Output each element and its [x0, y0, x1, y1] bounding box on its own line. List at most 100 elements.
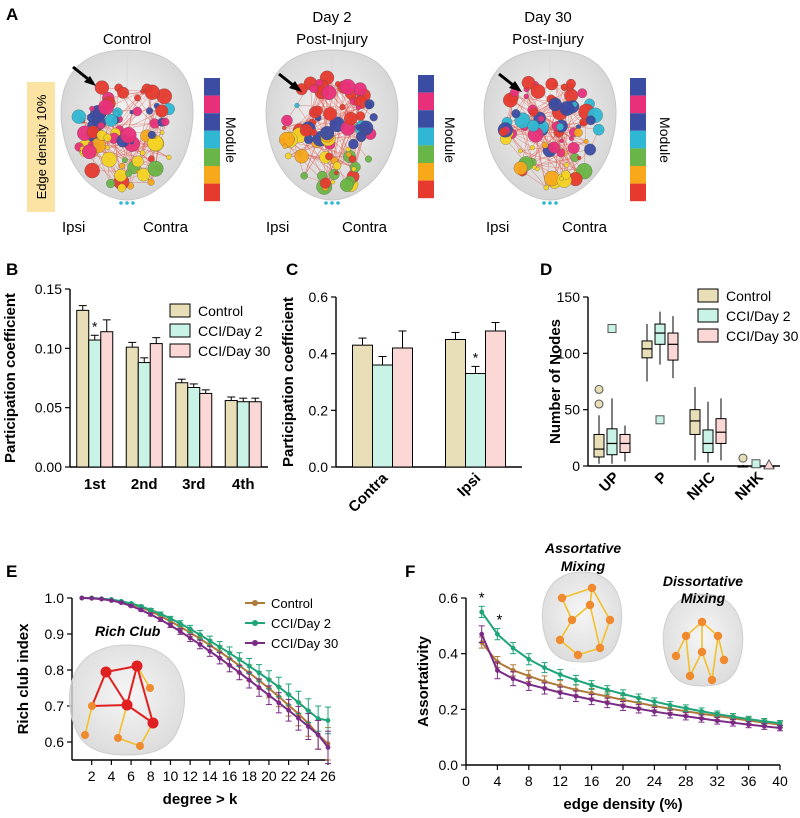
module-color-swatch: [630, 95, 646, 114]
panel-a-label: A: [6, 5, 18, 24]
network-node: [114, 734, 122, 742]
chart-e: 0.60.70.80.91.02 4 6 8 10 12 14 16 18 20 22 24 26deg…: [15, 590, 338, 808]
x-tick-label: 8: [147, 768, 155, 784]
y-tick-label: 0.4: [439, 646, 459, 662]
network-node: [147, 717, 159, 729]
legend-label: CCI/Day 2: [271, 616, 331, 631]
data-point: [227, 650, 232, 656]
significance-mark: *: [92, 318, 98, 334]
data-point: [730, 720, 736, 726]
outlier-point: [594, 384, 604, 394]
module-color-swatch: [630, 78, 646, 96]
x-tick-label: 10: [163, 768, 179, 784]
network-node: [148, 155, 155, 162]
data-point: [557, 672, 563, 677]
network-node: [557, 593, 567, 603]
data-point: [495, 631, 500, 637]
brain-network-day30: [483, 49, 617, 205]
contra-label: Contra: [562, 219, 608, 236]
x-tick-label: 0: [462, 773, 470, 789]
dissortative-label: Dissortative: [663, 573, 743, 589]
network-node: [583, 138, 589, 144]
network-node: [294, 149, 309, 164]
x-tick-label: 4th: [232, 476, 255, 493]
outlier-point: [763, 458, 775, 470]
network-node: [166, 154, 172, 160]
y-tick-label: 150: [557, 289, 581, 305]
data-point: [168, 616, 173, 621]
module-color-swatch: [204, 113, 220, 131]
y-tick-label: 0.4: [309, 346, 329, 362]
network-edge: [117, 704, 128, 739]
network-node: [333, 170, 339, 176]
data-point: [315, 732, 321, 738]
x-tick-label: UP: [596, 469, 623, 496]
network-node: [529, 107, 538, 117]
bar: [465, 373, 486, 468]
network-node: [567, 142, 580, 154]
ipsi-label: Ipsi: [62, 219, 85, 236]
network-node: [294, 102, 300, 108]
network-node: [332, 161, 342, 170]
network-node: [345, 151, 352, 158]
network-node: [131, 660, 143, 672]
data-point: [108, 598, 114, 603]
y-axis-title: Participation coefficient: [2, 293, 19, 463]
network-node: [697, 647, 707, 657]
y-tick-label: 50: [564, 402, 580, 418]
data-point: [699, 708, 704, 714]
network-node: [86, 113, 96, 123]
x-tick-label: 4: [107, 768, 115, 784]
network-node: [555, 635, 565, 645]
network-node: [585, 600, 595, 610]
data-point: [777, 725, 783, 731]
legend-label: Control: [726, 288, 771, 304]
network-node: [330, 179, 336, 185]
network-node: [147, 160, 164, 177]
bar: [485, 330, 506, 468]
network-node: [71, 109, 86, 124]
x-tick-label: 40: [772, 773, 788, 789]
x-tick-label: NHK: [732, 469, 767, 504]
arrow-icon: [72, 65, 96, 86]
network-node: [146, 684, 154, 692]
box: [689, 409, 701, 435]
network-edge: [561, 587, 593, 599]
contra-label: Contra: [342, 219, 388, 236]
module-colorbar: [630, 78, 646, 202]
data-point: [236, 657, 242, 662]
network-node: [160, 130, 165, 135]
edge-density-label: Edge density 10%: [34, 94, 49, 199]
legend-swatch: [252, 620, 258, 626]
network-node: [121, 157, 128, 164]
brain-network-control: [60, 49, 194, 205]
y-axis-title: Assortativity: [415, 635, 432, 727]
network-node: [104, 113, 118, 127]
data-point: [305, 724, 311, 729]
y-tick-label: 0.2: [439, 701, 459, 717]
data-point: [187, 626, 193, 632]
network-node: [365, 155, 372, 163]
x-tick-label: 22: [281, 768, 297, 784]
y-tick-label: 1.0: [45, 590, 65, 606]
data-point: [207, 648, 213, 654]
network-node: [320, 125, 335, 141]
network-node: [559, 138, 564, 144]
x-tick-label: 12: [552, 773, 568, 789]
data-point: [187, 635, 193, 641]
rich-club-edge: [126, 665, 138, 706]
data-point: [256, 685, 262, 691]
data-point: [636, 706, 642, 712]
x-tick-label: 2: [88, 768, 96, 784]
network-node: [351, 166, 357, 172]
legend-label: CCI/Day 30: [726, 328, 799, 344]
network-node: [573, 650, 583, 660]
panel-b-label: B: [6, 260, 18, 279]
data-point: [714, 718, 720, 724]
ipsi-label: Ipsi: [486, 219, 509, 236]
network-node: [521, 75, 536, 90]
rich-club-edge: [91, 671, 107, 707]
network-node: [132, 155, 144, 168]
network-node: [523, 93, 529, 99]
data-point: [158, 617, 164, 622]
